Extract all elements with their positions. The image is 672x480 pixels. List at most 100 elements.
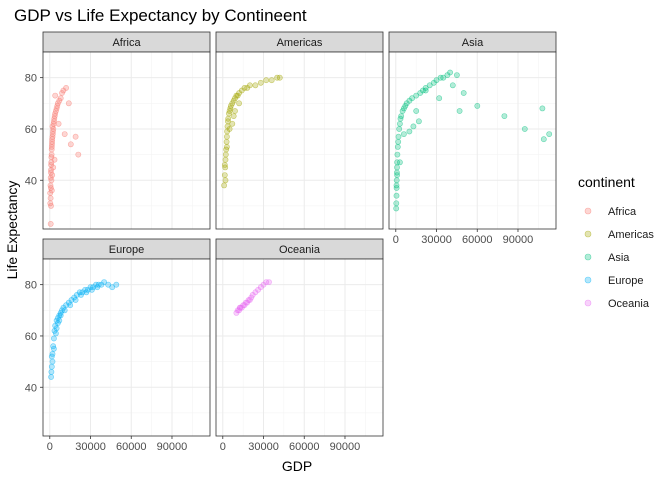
x-tick-label: 60000 (289, 441, 320, 453)
data-point (394, 143, 401, 150)
data-point (223, 143, 230, 150)
x-tick-label: 90000 (157, 441, 188, 453)
data-point (61, 307, 68, 314)
panel-border (215, 258, 384, 437)
data-point (546, 131, 553, 137)
data-point (47, 220, 54, 227)
x-tick-label: 30000 (421, 234, 452, 246)
panel-background (216, 52, 383, 229)
data-point (223, 138, 230, 145)
facet-strip-label: Oceania (279, 244, 321, 256)
data-point (456, 108, 463, 114)
data-point (501, 113, 508, 119)
data-point (83, 289, 90, 296)
facet-strip-label: Americas (277, 37, 323, 49)
panel-background (43, 52, 210, 229)
facet-strip-label: Europe (109, 244, 144, 256)
data-point (393, 200, 400, 207)
data-point (394, 164, 400, 171)
data-point (406, 128, 413, 135)
y-axis-title: Life Expectancy (4, 181, 20, 280)
data-point (453, 72, 460, 78)
data-point (257, 79, 264, 86)
data-point (422, 87, 429, 94)
data-point (396, 126, 403, 132)
panel-background (216, 259, 383, 436)
data-point (72, 297, 79, 303)
data-point (61, 131, 68, 137)
x-axis-title: GDP (282, 458, 312, 474)
data-point (63, 85, 69, 91)
y-tick-label: 60 (25, 331, 37, 343)
data-point (101, 279, 107, 285)
legend-label: Asia (608, 252, 630, 264)
data-point (67, 302, 74, 309)
legend-key (584, 253, 592, 261)
data-point (236, 100, 242, 107)
data-point (393, 205, 400, 212)
data-point (49, 123, 56, 130)
x-tick-label: 90000 (503, 234, 534, 246)
panel-border (388, 51, 557, 230)
data-point (57, 95, 64, 102)
data-point (230, 113, 237, 119)
legend-label: Africa (608, 206, 637, 218)
data-point (223, 133, 230, 140)
data-point (222, 156, 229, 163)
x-tick-label: 90000 (330, 441, 361, 453)
x-tick-label: 30000 (248, 441, 279, 453)
y-tick-label: 60 (25, 124, 37, 136)
data-point (413, 92, 420, 99)
panel-border (42, 51, 211, 230)
legend-key (584, 299, 592, 307)
panel-background (43, 259, 210, 436)
legend-key (584, 207, 592, 215)
data-point (395, 133, 402, 140)
data-point (394, 151, 401, 158)
data-point (521, 126, 528, 132)
legend: continent Africa Americas Asia Europe Oceani… (578, 174, 654, 310)
data-point (396, 120, 403, 127)
data-point (51, 156, 58, 163)
data-point (47, 195, 54, 202)
data-point (113, 281, 120, 288)
legend-item: Americas (584, 229, 654, 241)
legend-item: Oceania (584, 298, 650, 310)
data-point (53, 325, 60, 332)
data-point (67, 141, 74, 148)
data-point (413, 108, 420, 114)
data-point (48, 353, 55, 360)
data-point (399, 108, 406, 114)
data-point (263, 77, 270, 84)
data-point (393, 182, 400, 189)
x-tick-label: 30000 (75, 441, 106, 453)
data-point (48, 374, 54, 380)
data-point (433, 77, 440, 84)
x-tick-label: 0 (220, 441, 226, 453)
data-point (94, 284, 101, 291)
y-tick-label: 80 (25, 280, 37, 292)
legend-title: continent (578, 174, 635, 190)
legend-key (584, 230, 592, 238)
data-point (268, 77, 275, 84)
data-point (436, 95, 443, 102)
data-point (393, 192, 400, 199)
data-point (57, 312, 64, 319)
data-point (276, 74, 283, 81)
legend-item: Europe (584, 275, 643, 287)
data-point (474, 103, 481, 109)
data-point (246, 82, 253, 89)
data-point (400, 131, 407, 137)
data-point (72, 133, 79, 140)
data-point (65, 100, 72, 107)
y-tick-label: 40 (25, 175, 37, 187)
data-point (266, 279, 272, 285)
legend-key (584, 276, 592, 284)
data-point (75, 151, 82, 158)
data-point (48, 363, 55, 370)
facet-strip-label: Asia (462, 37, 484, 49)
data-point (229, 120, 236, 127)
panel-background (389, 52, 556, 229)
data-point (221, 161, 228, 168)
